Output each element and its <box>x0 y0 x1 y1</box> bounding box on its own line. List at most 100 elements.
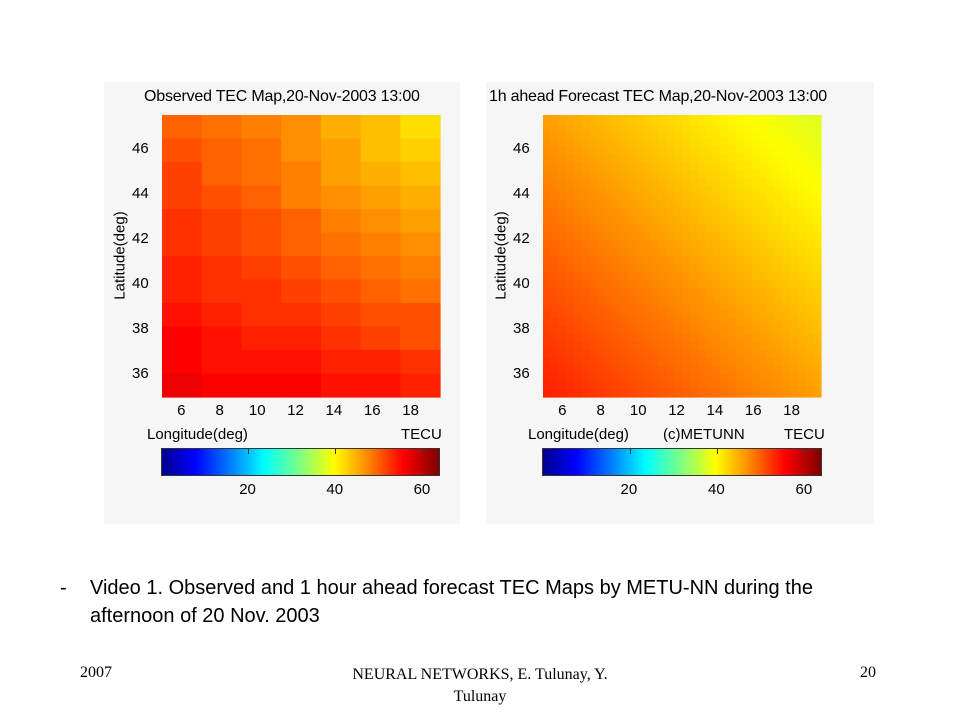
heatmap-cell <box>635 357 644 367</box>
heatmap-cell <box>620 381 629 390</box>
heatmap-cell <box>620 350 629 359</box>
heatmap-cell <box>712 357 722 367</box>
heatmap-cell <box>705 185 714 194</box>
heatmap-cell <box>581 193 590 202</box>
heatmap-cell <box>766 248 776 257</box>
heatmap-cell <box>635 389 644 398</box>
heatmap-cell <box>689 146 699 155</box>
heatmap-cell <box>643 357 652 367</box>
heatmap-cell <box>797 216 807 226</box>
heatmap-cell <box>743 248 753 257</box>
heatmap-cell <box>612 287 621 296</box>
heatmap-cell <box>543 209 552 218</box>
heatmap-cell <box>743 303 753 312</box>
heatmap-cell <box>697 295 706 304</box>
heatmap-cell <box>743 122 753 132</box>
heatmap-cell <box>651 357 660 367</box>
heatmap-cell <box>543 177 552 187</box>
heatmap-cell <box>689 318 699 328</box>
heatmap-cell <box>589 326 598 335</box>
heatmap-cell <box>558 209 567 218</box>
heatmap-cell <box>743 318 753 328</box>
heatmap-cell <box>682 177 691 187</box>
heatmap-cell <box>674 318 683 328</box>
heatmap-cell <box>790 240 799 249</box>
heatmap-cell <box>627 169 637 179</box>
heatmap-cell <box>797 318 807 328</box>
heatmap-cell <box>604 240 614 249</box>
heatmap-cell <box>627 201 637 210</box>
heatmap-cell <box>612 263 621 273</box>
heatmap-cell <box>400 326 441 351</box>
heatmap-cell <box>543 342 552 351</box>
heatmap-cell <box>736 201 745 210</box>
heatmap-cell <box>620 342 629 351</box>
heatmap-cell <box>550 162 560 171</box>
heatmap-cell <box>558 154 567 163</box>
heatmap-cell <box>651 271 660 281</box>
heatmap-cell <box>597 169 606 179</box>
heatmap-cell <box>612 326 621 335</box>
heatmap-cell <box>566 318 575 328</box>
heatmap-cell <box>573 232 583 241</box>
heatmap-cell <box>759 303 768 312</box>
heatmap-cell <box>573 115 583 124</box>
heatmap-cell <box>705 303 714 312</box>
heatmap-cell <box>736 287 745 296</box>
heatmap-cell <box>682 232 691 241</box>
heatmap-cell <box>612 350 621 359</box>
heatmap-cell <box>697 216 706 226</box>
heatmap-cell <box>589 263 598 273</box>
heatmap-cell <box>689 271 699 281</box>
heatmap-cell <box>573 310 583 320</box>
heatmap-cell <box>697 357 706 367</box>
heatmap-cell <box>682 154 691 163</box>
heatmap-cell <box>805 201 814 210</box>
heatmap-cell <box>558 240 567 249</box>
heatmap-cell <box>612 389 621 398</box>
heatmap-cell <box>759 232 768 241</box>
heatmap-cell <box>805 271 814 281</box>
heatmap-cell <box>689 154 699 163</box>
heatmap-cell <box>558 146 567 155</box>
heatmap-cell <box>736 122 745 132</box>
heatmap-cell <box>589 248 598 257</box>
heatmap-cell <box>751 381 760 390</box>
heatmap-cell <box>573 216 583 226</box>
heatmap-cell <box>797 279 807 288</box>
heatmap-cell <box>581 146 590 155</box>
heatmap-cell <box>682 326 691 335</box>
heatmap-cell <box>813 381 822 390</box>
heatmap-cell <box>766 373 776 382</box>
heatmap-cell <box>651 256 660 265</box>
heatmap-cell <box>705 224 714 234</box>
heatmap-cell <box>558 185 567 194</box>
heatmap-cell <box>566 193 575 202</box>
heatmap-cell <box>759 209 768 218</box>
heatmap-cell <box>558 295 567 304</box>
heatmap-cell <box>782 334 791 343</box>
heatmap-cell <box>360 185 401 210</box>
heatmap-cell <box>651 350 660 359</box>
heatmap-cell <box>774 310 783 320</box>
heatmap-cell <box>766 365 776 375</box>
heatmap-cell <box>581 201 590 210</box>
heatmap-cell <box>566 381 575 390</box>
heatmap-cell <box>320 256 362 281</box>
heatmap-cell <box>550 318 560 328</box>
heatmap-cell <box>651 232 660 241</box>
heatmap-cell <box>712 318 722 328</box>
heatmap-cell <box>201 232 243 257</box>
heatmap-cell <box>720 224 729 234</box>
heatmap-cell <box>281 138 322 163</box>
heatmap-cell <box>674 303 683 312</box>
heatmap-cell <box>558 350 567 359</box>
heatmap-cell <box>604 310 614 320</box>
heatmap-cell <box>162 256 203 281</box>
heatmap-cell <box>635 326 644 335</box>
heatmap-cell <box>728 162 737 171</box>
heatmap-cell <box>543 169 552 179</box>
heatmap-cell <box>620 326 629 335</box>
heatmap-cell <box>597 146 606 155</box>
heatmap-cell <box>162 373 203 398</box>
